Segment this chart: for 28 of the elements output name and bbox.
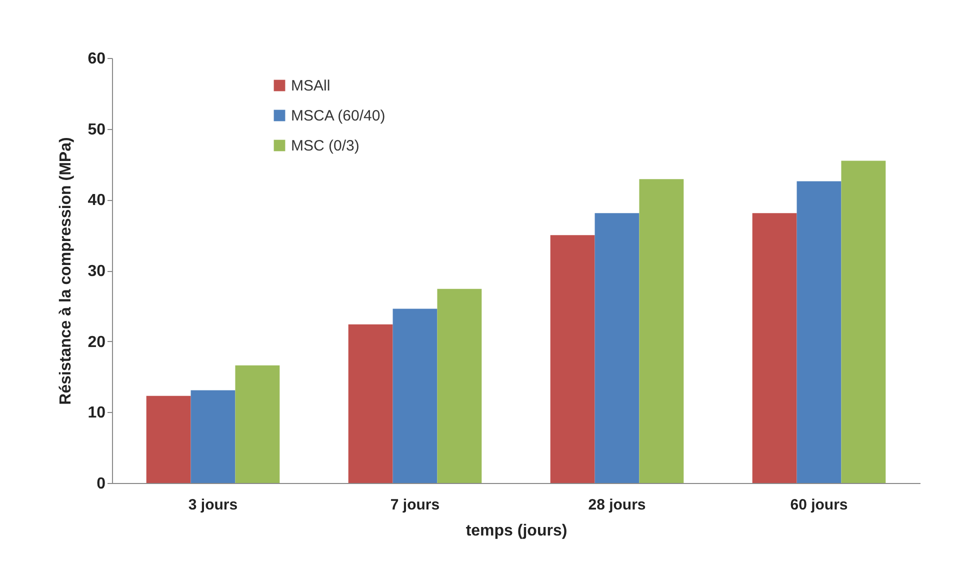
bar: [841, 160, 886, 483]
x-tick-label: 60 jours: [790, 496, 848, 514]
y-tick-label: 10: [88, 404, 106, 422]
bar: [146, 396, 191, 483]
x-tick-label: 7 jours: [390, 496, 440, 514]
x-axis-title: temps (jours): [466, 522, 568, 540]
y-tick-label: 40: [88, 192, 106, 210]
bar: [348, 324, 393, 483]
bar: [639, 179, 684, 483]
bar: [392, 308, 438, 483]
y-tick-label: 20: [88, 334, 106, 351]
bar: [550, 235, 595, 483]
y-tick-label: 0: [96, 476, 106, 492]
bar: [235, 365, 280, 483]
y-tick-label: 50: [88, 121, 106, 138]
bar: [594, 213, 640, 483]
x-tick-label: 28 jours: [588, 496, 646, 514]
legend-label: MSAll: [291, 78, 330, 94]
y-tick-label: 30: [88, 263, 106, 280]
y-tick-label: 60: [88, 50, 106, 68]
bar: [752, 213, 797, 483]
x-tick-label: 3 jours: [188, 496, 238, 514]
bar: [437, 288, 482, 483]
legend-label: MSC (0/3): [291, 138, 360, 154]
y-axis-title: Résistance à la compression (MPa): [58, 137, 75, 405]
legend-label: MSCA (60/40): [291, 108, 386, 124]
bar: [796, 181, 842, 483]
bar: [190, 390, 236, 483]
